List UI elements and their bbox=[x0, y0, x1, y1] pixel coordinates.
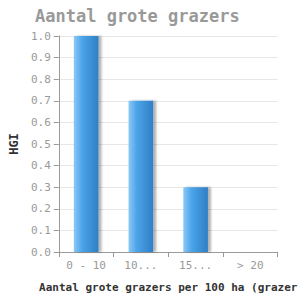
svg-text:0 - 10: 0 - 10 bbox=[66, 259, 106, 272]
svg-text:0.0: 0.0 bbox=[31, 246, 51, 259]
svg-text:0.2: 0.2 bbox=[31, 202, 51, 215]
svg-text:0.3: 0.3 bbox=[31, 181, 51, 194]
svg-text:10...: 10... bbox=[124, 259, 157, 272]
svg-text:0.5: 0.5 bbox=[31, 138, 51, 151]
svg-text:0.8: 0.8 bbox=[31, 73, 51, 86]
svg-text:1.0: 1.0 bbox=[31, 30, 51, 43]
svg-text:0.6: 0.6 bbox=[31, 116, 51, 129]
svg-text:0.1: 0.1 bbox=[31, 224, 51, 237]
svg-text:HGI: HGI bbox=[7, 133, 21, 155]
svg-text:15...: 15... bbox=[179, 259, 212, 272]
svg-text:0.7: 0.7 bbox=[31, 94, 51, 107]
svg-text:Aantal grote grazers: Aantal grote grazers bbox=[35, 6, 240, 26]
svg-text:Aantal grote grazers per 100 h: Aantal grote grazers per 100 ha (grazer bbox=[39, 281, 298, 294]
svg-text:0.4: 0.4 bbox=[31, 159, 51, 172]
svg-text:0.9: 0.9 bbox=[31, 51, 51, 64]
svg-text:> 20: > 20 bbox=[237, 259, 264, 272]
